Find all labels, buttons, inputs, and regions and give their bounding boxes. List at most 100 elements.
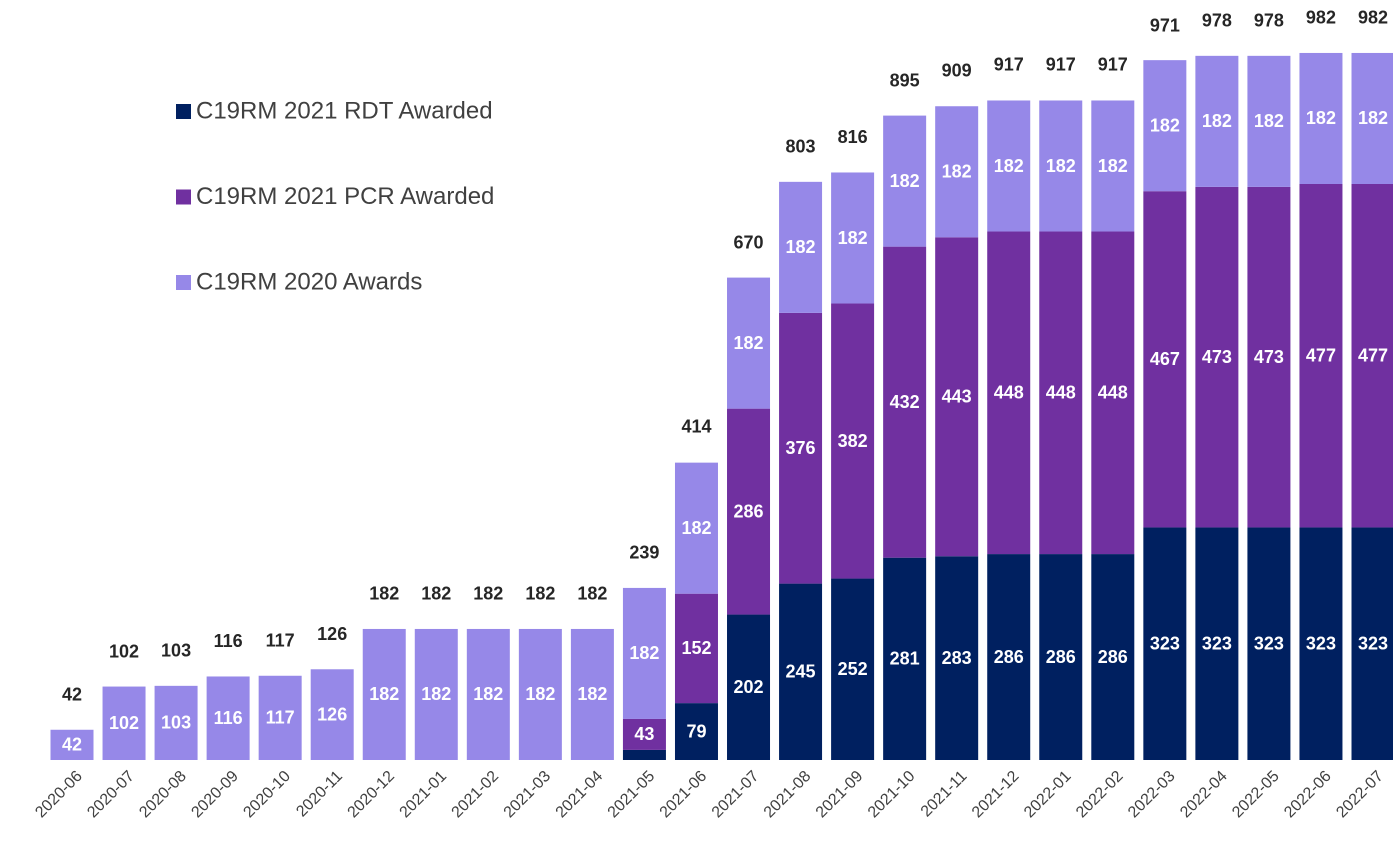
segment-label: 182 xyxy=(681,518,711,538)
total-label: 917 xyxy=(1046,55,1076,75)
segment-label: 182 xyxy=(994,156,1024,176)
segment-label: 448 xyxy=(994,383,1024,403)
segment-label: 443 xyxy=(942,387,972,407)
segment-label: 182 xyxy=(421,684,451,704)
x-tick-label: 2021-08 xyxy=(761,768,815,822)
segment-label: 467 xyxy=(1150,349,1180,369)
segment-label: 323 xyxy=(1358,633,1388,653)
x-tick-label: 2021-02 xyxy=(449,768,503,822)
total-label: 670 xyxy=(733,232,763,252)
segment-label: 182 xyxy=(577,684,607,704)
segment-label: 448 xyxy=(1046,383,1076,403)
total-label: 917 xyxy=(1098,55,1128,75)
x-tick-label: 2020-06 xyxy=(32,768,86,822)
segment-label: 382 xyxy=(838,431,868,451)
legend-swatch xyxy=(176,104,191,119)
segment-label: 182 xyxy=(890,171,920,191)
segment-label: 182 xyxy=(1306,108,1336,128)
segment-label: 477 xyxy=(1358,345,1388,365)
x-tick-label: 2022-06 xyxy=(1281,768,1335,822)
x-tick-label: 2021-09 xyxy=(813,768,867,822)
segment-label: 323 xyxy=(1254,633,1284,653)
bar-segment xyxy=(623,750,666,760)
segment-label: 117 xyxy=(266,708,295,728)
segment-label: 182 xyxy=(942,162,972,182)
legend-label: C19RM 2020 Awards xyxy=(196,268,422,295)
total-label: 414 xyxy=(681,417,711,437)
segment-label: 473 xyxy=(1254,347,1284,367)
legend-label: C19RM 2021 PCR Awarded xyxy=(196,183,494,210)
x-tick-label: 2021-06 xyxy=(657,768,711,822)
x-tick-label: 2021-10 xyxy=(865,768,919,822)
segment-label: 286 xyxy=(1046,647,1076,667)
total-label: 971 xyxy=(1150,16,1180,36)
total-label: 982 xyxy=(1358,8,1388,28)
total-label: 895 xyxy=(890,70,920,90)
segment-label: 323 xyxy=(1306,633,1336,653)
segment-label: 286 xyxy=(1098,647,1128,667)
segment-label: 182 xyxy=(838,228,868,248)
x-tick-label: 2021-12 xyxy=(969,768,1023,822)
segment-label: 182 xyxy=(629,643,659,663)
x-tick-label: 2021-05 xyxy=(605,768,659,822)
segment-label: 182 xyxy=(525,684,555,704)
segment-label: 182 xyxy=(1254,111,1284,131)
segment-label: 182 xyxy=(369,684,399,704)
x-tick-label: 2020-09 xyxy=(188,768,242,822)
segment-label: 252 xyxy=(838,659,868,679)
segment-label: 182 xyxy=(1098,156,1128,176)
x-tick-label: 2022-05 xyxy=(1229,768,1283,822)
segment-label: 323 xyxy=(1202,633,1232,653)
legend-swatch xyxy=(176,190,191,205)
segment-label: 182 xyxy=(1358,108,1388,128)
total-label: 103 xyxy=(161,641,191,661)
total-label: 917 xyxy=(994,55,1024,75)
legend-swatch xyxy=(176,275,191,290)
total-label: 182 xyxy=(577,584,607,604)
x-tick-label: 2022-03 xyxy=(1125,768,1179,822)
segment-label: 448 xyxy=(1098,383,1128,403)
x-tick-label: 2020-11 xyxy=(293,768,346,821)
total-label: 803 xyxy=(786,137,816,157)
x-tick-label: 2020-08 xyxy=(136,768,190,822)
segment-label: 182 xyxy=(786,237,816,257)
x-tick-label: 2022-02 xyxy=(1073,768,1127,822)
total-label: 116 xyxy=(214,631,243,651)
total-label: 102 xyxy=(109,641,139,661)
segment-label: 286 xyxy=(994,647,1024,667)
x-tick-label: 2020-10 xyxy=(240,768,294,822)
x-tick-label: 2022-04 xyxy=(1177,768,1231,822)
x-tick-label: 2022-01 xyxy=(1021,768,1075,822)
x-tick-label: 2021-01 xyxy=(397,768,451,822)
segment-label: 152 xyxy=(681,638,711,658)
segment-label: 245 xyxy=(786,662,816,682)
x-tick-label: 2021-03 xyxy=(501,768,555,822)
segment-label: 103 xyxy=(161,713,191,733)
total-label: 182 xyxy=(369,584,399,604)
segment-label: 182 xyxy=(1202,111,1232,131)
segment-label: 42 xyxy=(62,735,82,755)
x-tick-label: 2021-11 xyxy=(918,768,971,821)
segment-label: 182 xyxy=(733,333,763,353)
segment-label: 286 xyxy=(733,501,763,521)
total-label: 182 xyxy=(525,584,555,604)
segment-label: 283 xyxy=(942,648,972,668)
segment-label: 126 xyxy=(317,704,347,724)
legend-label: C19RM 2021 RDT Awarded xyxy=(196,97,493,124)
x-tick-label: 2021-07 xyxy=(709,768,763,822)
segment-label: 477 xyxy=(1306,345,1336,365)
segment-label: 102 xyxy=(109,713,139,733)
segment-label: 323 xyxy=(1150,633,1180,653)
x-tick-label: 2020-07 xyxy=(84,768,138,822)
total-label: 126 xyxy=(317,624,347,644)
total-label: 978 xyxy=(1254,11,1284,31)
segment-label: 182 xyxy=(473,684,503,704)
x-tick-label: 2022-07 xyxy=(1333,768,1387,822)
x-tick-label: 2021-04 xyxy=(553,768,607,822)
segment-label: 202 xyxy=(733,677,763,697)
segment-label: 43 xyxy=(634,724,654,744)
total-label: 182 xyxy=(473,584,503,604)
segment-label: 281 xyxy=(890,649,920,669)
segment-label: 473 xyxy=(1202,347,1232,367)
